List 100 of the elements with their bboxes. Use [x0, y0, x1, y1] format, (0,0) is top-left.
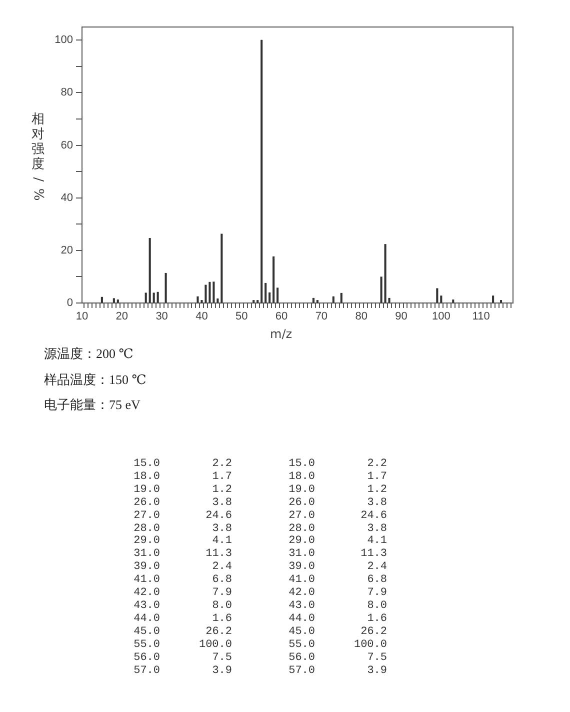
- text: 41.0: [288, 574, 315, 588]
- x-tick-label: 100: [432, 310, 450, 323]
- text: 31.0: [288, 548, 315, 562]
- text: 源温度：200 ℃: [44, 345, 134, 363]
- text: 3.9: [211, 664, 232, 678]
- text: 45.0: [288, 626, 315, 639]
- text: 1.6: [366, 612, 387, 626]
- y-tick-label: 0: [66, 297, 73, 310]
- text: 4.1: [366, 535, 387, 548]
- text: 19.0: [132, 484, 160, 497]
- text: 43.0: [132, 600, 160, 613]
- bar: [256, 300, 259, 303]
- text: 44.0: [132, 612, 160, 626]
- text: 2.2: [211, 458, 232, 471]
- text: 2.2: [366, 458, 387, 471]
- bar: [212, 282, 215, 303]
- text: 7.5: [211, 652, 232, 664]
- text: 8.0: [211, 600, 232, 613]
- y-tick-label: 100: [54, 34, 73, 46]
- bar: [332, 296, 334, 303]
- text: 3.8: [211, 496, 232, 510]
- x-axis-title: m/z: [270, 327, 292, 341]
- text: 39.0: [288, 561, 315, 574]
- text: 18.0: [288, 470, 315, 484]
- text: 45.0: [132, 626, 160, 639]
- text: 1.7: [366, 470, 387, 484]
- text: 2.4: [366, 561, 387, 574]
- x-tick-label: 110: [472, 310, 490, 323]
- bar: [144, 292, 147, 303]
- bar: [156, 292, 159, 303]
- text: 26.0: [132, 496, 160, 510]
- bar: [500, 300, 502, 303]
- bar: [264, 282, 267, 303]
- x-tick-label: 90: [395, 310, 408, 323]
- bar: [204, 284, 207, 303]
- text: 电子能量：75 eV: [44, 396, 142, 414]
- bar: [268, 292, 271, 303]
- bar: [164, 272, 167, 303]
- text: 6.8: [366, 574, 387, 588]
- bar: [112, 298, 115, 303]
- x-tick-label: 50: [236, 310, 248, 323]
- bar: [316, 300, 318, 303]
- bar: [272, 256, 275, 303]
- text: 56.0: [288, 652, 315, 664]
- text: 11.3: [204, 548, 232, 562]
- text: 3.8: [211, 522, 232, 536]
- text: 3.8: [366, 496, 387, 510]
- text: 26.2: [360, 626, 387, 639]
- text: 100.0: [198, 638, 232, 652]
- x-tick-label: 30: [156, 310, 168, 323]
- bar: [276, 288, 279, 303]
- text: 1.2: [366, 484, 387, 497]
- text: 41.0: [132, 574, 160, 588]
- text: 43.0: [288, 600, 315, 613]
- text: 29.0: [288, 535, 315, 548]
- x-tick-label: 80: [355, 310, 368, 323]
- text: 样品温度：150 ℃: [44, 370, 146, 388]
- x-tick-label: 20: [116, 310, 128, 323]
- text: 7.9: [211, 587, 232, 600]
- text: 7.5: [366, 652, 387, 664]
- bar: [380, 276, 382, 303]
- y-tick-label: 40: [60, 192, 73, 204]
- x-tick-label: 70: [315, 310, 328, 323]
- bar: [260, 40, 263, 303]
- text: 27.0: [288, 510, 315, 523]
- text: 1.2: [211, 484, 232, 497]
- text: 8.0: [366, 600, 387, 613]
- text: 44.0: [288, 612, 315, 626]
- text: 24.6: [360, 510, 387, 523]
- bar: [152, 292, 155, 303]
- text: 7.9: [366, 587, 387, 600]
- text: 56.0: [132, 652, 160, 664]
- bar: [440, 296, 442, 303]
- text: 15.0: [132, 458, 160, 471]
- bar: [100, 296, 103, 303]
- text: 3.8: [366, 522, 387, 536]
- text: 57.0: [288, 664, 315, 678]
- x-tick-label: 40: [196, 310, 208, 323]
- bar: [220, 234, 223, 303]
- text: 57.0: [132, 664, 160, 678]
- x-tick-label: 10: [76, 310, 88, 323]
- y-axis-title: 相对强度/%: [30, 112, 46, 202]
- bar: [492, 296, 494, 303]
- bar: [388, 298, 390, 303]
- bar: [196, 296, 199, 303]
- text: 19.0: [288, 484, 315, 497]
- text: 2.4: [211, 561, 232, 574]
- text: 11.3: [360, 548, 387, 562]
- y-tick-label: 20: [60, 244, 73, 256]
- x-tick-label: 60: [275, 310, 288, 323]
- bar: [436, 288, 438, 303]
- text: 1.6: [211, 612, 232, 626]
- bar: [116, 300, 119, 303]
- text: 100.0: [352, 638, 387, 652]
- bar: [208, 282, 211, 303]
- text: 42.0: [132, 587, 160, 600]
- bar: [252, 300, 255, 303]
- text: 29.0: [132, 535, 160, 548]
- text: 55.0: [132, 638, 160, 652]
- text: 31.0: [132, 548, 160, 562]
